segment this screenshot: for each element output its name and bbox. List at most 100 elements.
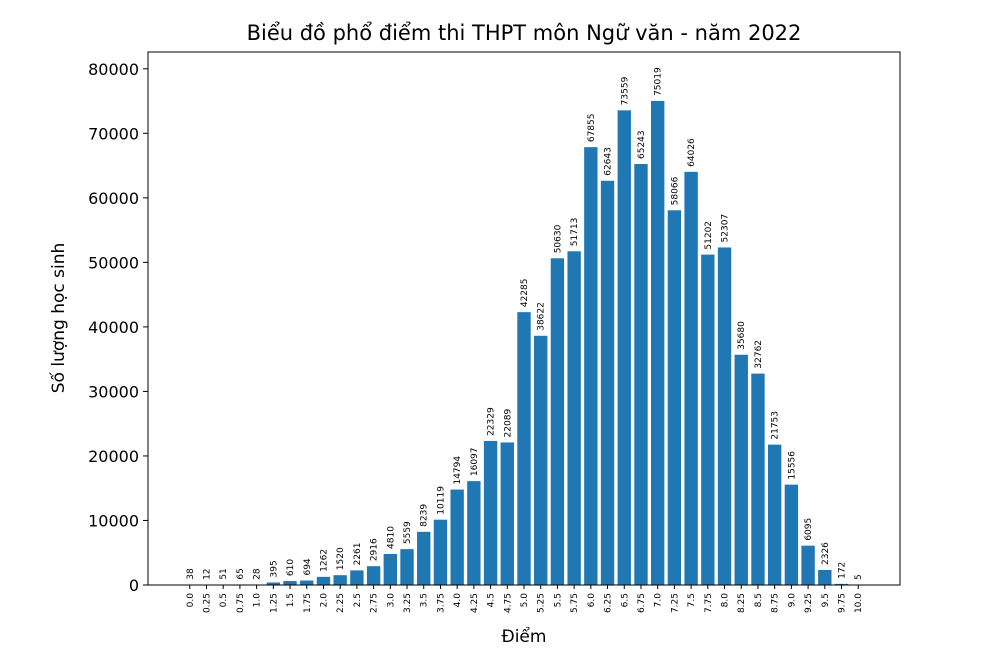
x-tick-label: 6.5: [620, 593, 630, 607]
value-label: 50630: [553, 224, 563, 253]
value-label: 65243: [637, 130, 647, 159]
value-label: 2261: [353, 543, 363, 566]
value-label: 38622: [537, 302, 547, 331]
value-label: 38: [186, 568, 196, 580]
plot-frame: [147, 51, 901, 586]
value-label: 694: [303, 558, 313, 575]
value-label: 58066: [670, 176, 680, 205]
bar: [751, 373, 765, 585]
x-tick-label: 2.5: [353, 593, 363, 607]
bar: [400, 549, 414, 585]
x-tick-label: 3.75: [436, 593, 446, 613]
bar: [584, 147, 598, 585]
x-tick-label: 6.25: [604, 593, 614, 613]
bar: [834, 583, 849, 585]
x-tick-label: 2.25: [336, 593, 346, 613]
value-label: 8239: [420, 504, 430, 527]
value-label: 32762: [754, 340, 764, 369]
x-tick-label: 5.75: [570, 593, 580, 613]
x-tick-label: 5.5: [553, 593, 563, 607]
x-tick-label: 3.0: [386, 593, 396, 608]
y-tick-label: 50000: [88, 253, 139, 272]
value-label: 15556: [787, 451, 797, 480]
x-tick-label: 9.25: [804, 593, 814, 613]
x-tick-label: 4.25: [470, 593, 480, 613]
value-label: 2326: [821, 542, 831, 565]
x-tick-label: 7.5: [687, 593, 697, 607]
bar: [316, 576, 331, 585]
x-tick-label: 4.5: [487, 593, 497, 607]
value-label: 14794: [453, 456, 463, 485]
y-tick-label: 40000: [88, 318, 139, 337]
bar: [734, 354, 748, 585]
x-tick-label: 2.0: [319, 593, 329, 608]
bar: [333, 575, 347, 585]
bar: [617, 110, 631, 585]
value-label: 2916: [370, 538, 380, 561]
value-label: 12: [202, 568, 212, 579]
bar: [667, 210, 682, 585]
value-label: 62643: [604, 147, 614, 176]
x-tick-label: 0.25: [202, 593, 212, 613]
value-label: 51713: [570, 218, 580, 247]
value-label: 67855: [587, 114, 597, 143]
x-tick-label: 4.75: [503, 593, 513, 613]
y-tick-label: 80000: [88, 60, 139, 79]
value-label: 52307: [721, 214, 731, 243]
bar: [634, 164, 648, 585]
bar: [767, 444, 782, 585]
bar: [684, 171, 698, 586]
bar: [366, 566, 381, 585]
x-tick-label: 0.5: [219, 593, 229, 607]
x-tick-label: 3.25: [403, 593, 413, 613]
bar: [467, 481, 481, 585]
bar: [383, 553, 397, 585]
bar: [801, 545, 815, 585]
bar: [701, 254, 715, 585]
x-tick-label: 9.0: [787, 593, 797, 608]
x-tick-label: 9.75: [838, 593, 848, 613]
bar: [500, 442, 514, 585]
bar: [283, 581, 297, 585]
value-label: 42285: [520, 279, 530, 308]
bar: [483, 440, 498, 585]
value-label: 4810: [386, 526, 396, 549]
x-tick-label: 0.0: [186, 593, 196, 608]
bar: [717, 247, 732, 586]
value-label: 1520: [336, 547, 346, 570]
bar: [266, 582, 281, 585]
y-tick-label: 30000: [88, 382, 139, 401]
x-tick-label: 0.75: [236, 593, 246, 613]
value-label: 16097: [470, 447, 480, 476]
value-label: 28: [253, 568, 263, 580]
x-tick-label: 7.75: [704, 593, 714, 613]
x-tick-label: 1.25: [269, 593, 279, 613]
value-label: 1262: [319, 549, 329, 572]
y-tick-label: 60000: [88, 189, 139, 208]
x-tick-label: 1.75: [303, 593, 313, 613]
x-tick-label: 7.0: [654, 593, 664, 608]
value-label: 65: [236, 568, 246, 579]
bar: [350, 570, 364, 585]
value-label: 172: [838, 562, 848, 579]
value-label: 10119: [436, 486, 446, 515]
x-axis-label: Điểm: [502, 626, 547, 647]
x-tick-label: 6.0: [587, 593, 597, 608]
x-tick-label: 1.5: [286, 593, 296, 607]
x-tick-label: 2.75: [370, 593, 380, 613]
value-label: 610: [286, 559, 296, 576]
y-axis-label: Số lượng học sinh: [48, 243, 69, 394]
bar: [600, 180, 615, 586]
value-label: 5: [854, 574, 864, 580]
x-tick-label: 8.75: [771, 593, 781, 613]
bar: [300, 580, 314, 585]
value-label: 51: [219, 568, 229, 579]
chart-title: Biểu đồ phổ điểm thi THPT môn Ngữ văn - …: [247, 21, 802, 45]
value-label: 395: [269, 560, 279, 577]
x-tick-label: 5.25: [537, 593, 547, 613]
x-tick-label: 8.25: [737, 593, 747, 613]
bar: [450, 489, 464, 585]
value-label: 21753: [771, 411, 781, 440]
x-tick-label: 4.0: [453, 593, 463, 608]
bar: [818, 569, 832, 585]
